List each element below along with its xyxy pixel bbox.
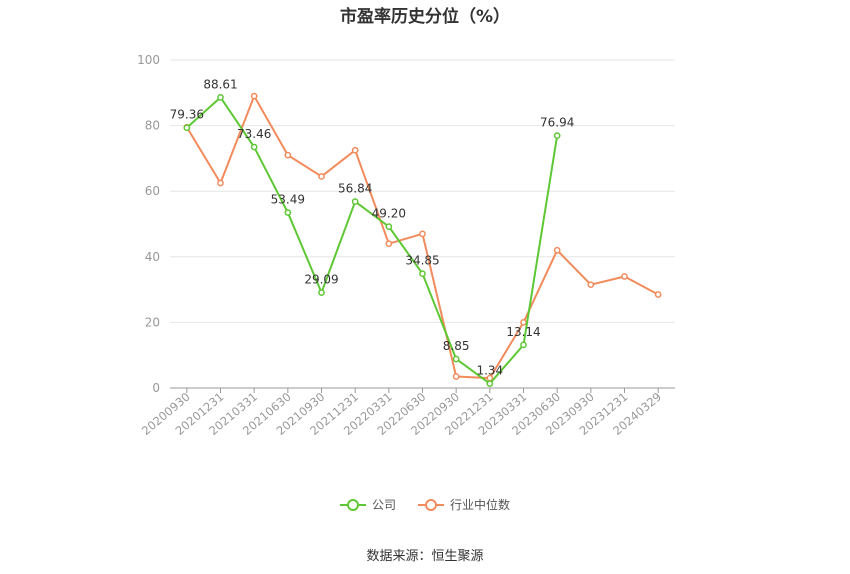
legend: 公司 行业中位数 [0,496,850,513]
data-label: 34.85 [405,254,439,268]
data-point[interactable] [385,223,393,230]
y-tick-label: 40 [145,250,160,264]
data-label: 13.14 [506,325,540,339]
data-point[interactable] [452,373,460,380]
data-point[interactable] [318,289,325,296]
data-label: 53.49 [271,193,305,207]
data-point[interactable] [284,151,292,159]
y-tick-label: 80 [145,119,160,133]
y-tick-label: 20 [145,315,160,329]
data-point[interactable] [419,230,426,238]
data-point[interactable] [486,380,494,387]
data-label: 8.85 [443,339,470,353]
legend-label-company: 公司 [371,498,396,512]
data-point[interactable] [250,92,258,100]
data-point[interactable] [217,94,224,101]
y-tick-label: 100 [137,53,160,67]
legend-marker-industry-median [418,498,444,511]
legend-label-industry-median: 行业中位数 [450,498,511,512]
data-point[interactable] [587,281,595,289]
data-label: 29.09 [304,273,338,287]
legend-item-company[interactable]: 公司 [339,496,396,513]
data-point[interactable] [654,291,662,298]
data-point[interactable] [351,146,359,154]
data-point[interactable] [318,173,325,180]
y-axis: 0 20 40 60 80 100 [137,53,160,395]
data-point[interactable] [217,179,224,187]
x-axis: 2020093020201231202103312021063020210930… [139,387,675,438]
data-point[interactable] [621,273,628,280]
data-label: 88.61 [203,77,237,91]
series-layer [183,92,662,387]
data-point[interactable] [452,355,460,363]
data-point[interactable] [183,124,191,132]
data-point[interactable] [250,143,258,151]
data-point[interactable] [419,270,426,278]
data-point[interactable] [351,198,359,205]
data-label: 56.84 [338,182,372,196]
data-point[interactable] [520,319,527,326]
data-label: 49.20 [372,207,406,221]
data-point[interactable] [553,132,561,139]
legend-item-industry-median[interactable]: 行业中位数 [418,496,510,513]
data-label: 73.46 [237,127,271,141]
data-point[interactable] [385,240,393,248]
data-label: 76.94 [540,116,574,130]
grid-lines [170,59,675,323]
data-label: 79.36 [170,108,204,122]
series-line [186,96,559,385]
data-point[interactable] [284,209,292,216]
series-company [183,94,561,387]
y-tick-label: 0 [152,381,160,395]
legend-marker-company [339,498,366,511]
y-tick-label: 60 [145,184,160,198]
data-point[interactable] [553,246,561,254]
data-label: 1.34 [476,364,503,378]
data-source: 数据来源：恒生聚源 [366,549,484,564]
data-point[interactable] [520,341,527,349]
line-chart: 0 20 40 60 80 100 202009302020123120210331202… [137,53,675,438]
chart-title: 市盈率历史分位（%） [339,7,511,27]
